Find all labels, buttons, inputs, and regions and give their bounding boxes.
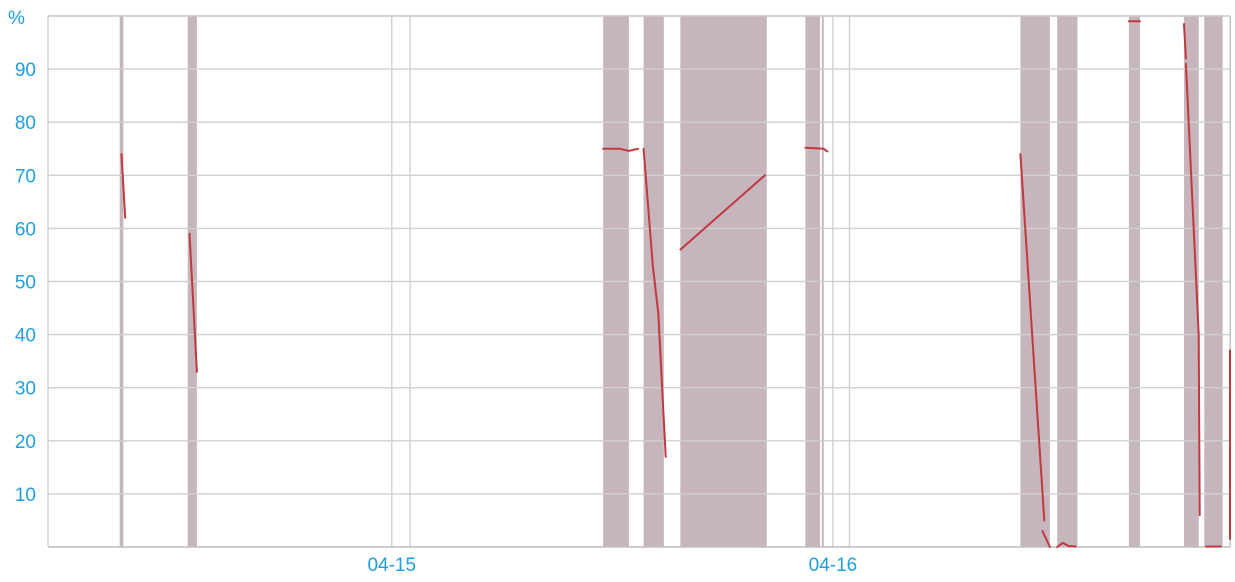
series-segment-11 bbox=[1184, 62, 1201, 517]
y-tick-label-20: 20 bbox=[15, 432, 36, 453]
y-axis-tick-labels: 10 20 30 40 50 60 70 80 90 bbox=[15, 60, 36, 506]
x-tick-label-04-15: 04-15 bbox=[367, 555, 416, 576]
y-tick-label-90: 90 bbox=[15, 60, 36, 81]
y-tick-label-30: 30 bbox=[15, 379, 36, 400]
y-tick-label-40: 40 bbox=[15, 326, 36, 347]
gridlines bbox=[48, 15, 1230, 547]
series-segment-2 bbox=[602, 147, 640, 152]
series-segment-5 bbox=[804, 146, 829, 153]
y-tick-label-60: 60 bbox=[15, 219, 36, 240]
series-lines bbox=[120, 20, 1231, 548]
series-segment-0 bbox=[120, 153, 127, 219]
series-segment-3 bbox=[642, 147, 667, 458]
series-segment-1 bbox=[188, 232, 198, 373]
series-segment-10 bbox=[1183, 23, 1187, 60]
x-tick-label-04-16: 04-16 bbox=[809, 555, 858, 576]
y-tick-label-80: 80 bbox=[15, 113, 36, 134]
y-tick-label-10: 10 bbox=[15, 485, 36, 506]
series-segment-7 bbox=[1041, 530, 1051, 548]
y-tick-label-70: 70 bbox=[15, 166, 36, 187]
series-segment-6 bbox=[1019, 153, 1046, 522]
series-segment-4 bbox=[679, 174, 766, 251]
series-segment-8 bbox=[1056, 541, 1077, 548]
y-axis-unit-label: % bbox=[8, 8, 25, 29]
x-axis-tick-labels: 04-15 04-16 bbox=[367, 555, 857, 576]
y-tick-label-50: 50 bbox=[15, 273, 36, 294]
